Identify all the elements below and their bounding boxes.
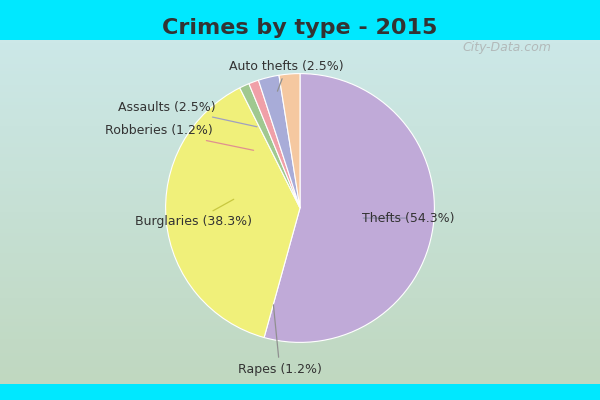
Wedge shape <box>249 80 300 208</box>
Text: Crimes by type - 2015: Crimes by type - 2015 <box>163 18 437 38</box>
Text: Auto thefts (2.5%): Auto thefts (2.5%) <box>229 60 344 91</box>
Wedge shape <box>240 84 300 208</box>
Wedge shape <box>264 74 434 342</box>
Text: Rapes (1.2%): Rapes (1.2%) <box>238 305 322 376</box>
Wedge shape <box>259 75 300 208</box>
Text: Robberies (1.2%): Robberies (1.2%) <box>105 124 254 150</box>
Text: Thefts (54.3%): Thefts (54.3%) <box>362 212 455 224</box>
Text: Burglaries (38.3%): Burglaries (38.3%) <box>136 199 253 228</box>
Text: City-Data.com: City-Data.com <box>462 42 551 54</box>
Wedge shape <box>279 74 300 208</box>
Text: Assaults (2.5%): Assaults (2.5%) <box>118 101 257 127</box>
Wedge shape <box>166 88 300 338</box>
